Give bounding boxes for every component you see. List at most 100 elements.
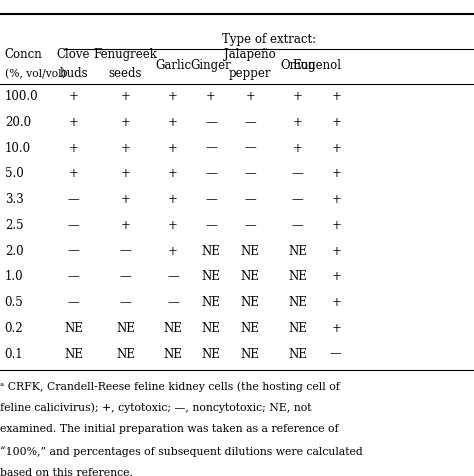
Text: +: + — [168, 90, 178, 103]
Text: Jalapeño: Jalapeño — [224, 48, 276, 61]
Text: NE: NE — [201, 245, 220, 258]
Text: +: + — [69, 116, 78, 129]
Text: NE: NE — [288, 347, 307, 360]
Text: +: + — [331, 193, 341, 206]
Text: +: + — [168, 245, 178, 258]
Text: NE: NE — [64, 347, 83, 360]
Text: 20.0: 20.0 — [5, 116, 31, 129]
Text: +: + — [293, 141, 302, 155]
Text: +: + — [331, 116, 341, 129]
Text: NE: NE — [288, 270, 307, 283]
Text: +: + — [331, 219, 341, 232]
Text: NE: NE — [241, 322, 260, 335]
Text: examined. The initial preparation was taken as a reference of: examined. The initial preparation was ta… — [0, 425, 338, 435]
Text: NE: NE — [288, 322, 307, 335]
Text: 0.1: 0.1 — [5, 347, 23, 360]
Text: NE: NE — [241, 270, 260, 283]
Text: based on this reference.: based on this reference. — [0, 467, 133, 476]
Text: +: + — [331, 322, 341, 335]
Text: —: — — [292, 167, 303, 180]
Text: +: + — [331, 141, 341, 155]
Text: +: + — [121, 90, 130, 103]
Text: NE: NE — [201, 296, 220, 309]
Text: feline calicivirus); +, cytotoxic; —, noncytotoxic; NE, not: feline calicivirus); +, cytotoxic; —, no… — [0, 403, 311, 413]
Text: NE: NE — [164, 322, 182, 335]
Text: —: — — [245, 219, 256, 232]
Text: Type of extract:: Type of extract: — [222, 32, 316, 46]
Text: 2.0: 2.0 — [5, 245, 23, 258]
Text: NE: NE — [164, 347, 182, 360]
Text: +: + — [168, 167, 178, 180]
Text: 2.5: 2.5 — [5, 219, 23, 232]
Text: +: + — [121, 167, 130, 180]
Text: Eugenol: Eugenol — [292, 59, 341, 72]
Text: —: — — [205, 219, 217, 232]
Text: Concn: Concn — [5, 48, 43, 61]
Text: Ginger: Ginger — [191, 59, 231, 72]
Text: +: + — [206, 90, 216, 103]
Text: NE: NE — [116, 347, 135, 360]
Text: +: + — [331, 270, 341, 283]
Text: 3.3: 3.3 — [5, 193, 24, 206]
Text: +: + — [293, 90, 302, 103]
Text: —: — — [167, 296, 179, 309]
Text: (%, vol/vol): (%, vol/vol) — [5, 69, 65, 79]
Text: NE: NE — [241, 296, 260, 309]
Text: NE: NE — [288, 296, 307, 309]
Text: 0.2: 0.2 — [5, 322, 23, 335]
Text: +: + — [331, 296, 341, 309]
Text: —: — — [245, 167, 256, 180]
Text: —: — — [245, 116, 256, 129]
Text: NE: NE — [201, 347, 220, 360]
Text: —: — — [205, 167, 217, 180]
Text: NE: NE — [116, 322, 135, 335]
Text: NE: NE — [241, 245, 260, 258]
Text: —: — — [245, 193, 256, 206]
Text: +: + — [121, 141, 130, 155]
Text: 10.0: 10.0 — [5, 141, 31, 155]
Text: +: + — [331, 90, 341, 103]
Text: pepper: pepper — [229, 67, 272, 80]
Text: +: + — [293, 116, 302, 129]
Text: —: — — [205, 193, 217, 206]
Text: —: — — [68, 245, 79, 258]
Text: 100.0: 100.0 — [5, 90, 38, 103]
Text: —: — — [292, 193, 303, 206]
Text: +: + — [246, 90, 255, 103]
Text: Fenugreek: Fenugreek — [94, 48, 157, 61]
Text: seeds: seeds — [109, 67, 142, 80]
Text: 1.0: 1.0 — [5, 270, 23, 283]
Text: —: — — [292, 219, 303, 232]
Text: +: + — [168, 219, 178, 232]
Text: +: + — [121, 219, 130, 232]
Text: —: — — [120, 296, 131, 309]
Text: —: — — [120, 270, 131, 283]
Text: +: + — [331, 167, 341, 180]
Text: —: — — [205, 141, 217, 155]
Text: buds: buds — [59, 67, 88, 80]
Text: NE: NE — [201, 322, 220, 335]
Text: —: — — [68, 270, 79, 283]
Text: +: + — [69, 90, 78, 103]
Text: —: — — [167, 270, 179, 283]
Text: —: — — [245, 141, 256, 155]
Text: +: + — [331, 245, 341, 258]
Text: NE: NE — [64, 322, 83, 335]
Text: —: — — [329, 347, 341, 360]
Text: Clove: Clove — [57, 48, 90, 61]
Text: NE: NE — [241, 347, 260, 360]
Text: NE: NE — [201, 270, 220, 283]
Text: Onion: Onion — [280, 59, 315, 72]
Text: +: + — [168, 116, 178, 129]
Text: +: + — [69, 167, 78, 180]
Text: +: + — [121, 193, 130, 206]
Text: —: — — [68, 219, 79, 232]
Text: +: + — [168, 141, 178, 155]
Text: —: — — [68, 296, 79, 309]
Text: 0.5: 0.5 — [5, 296, 24, 309]
Text: NE: NE — [288, 245, 307, 258]
Text: +: + — [168, 193, 178, 206]
Text: Garlic: Garlic — [155, 59, 191, 72]
Text: +: + — [69, 141, 78, 155]
Text: +: + — [121, 116, 130, 129]
